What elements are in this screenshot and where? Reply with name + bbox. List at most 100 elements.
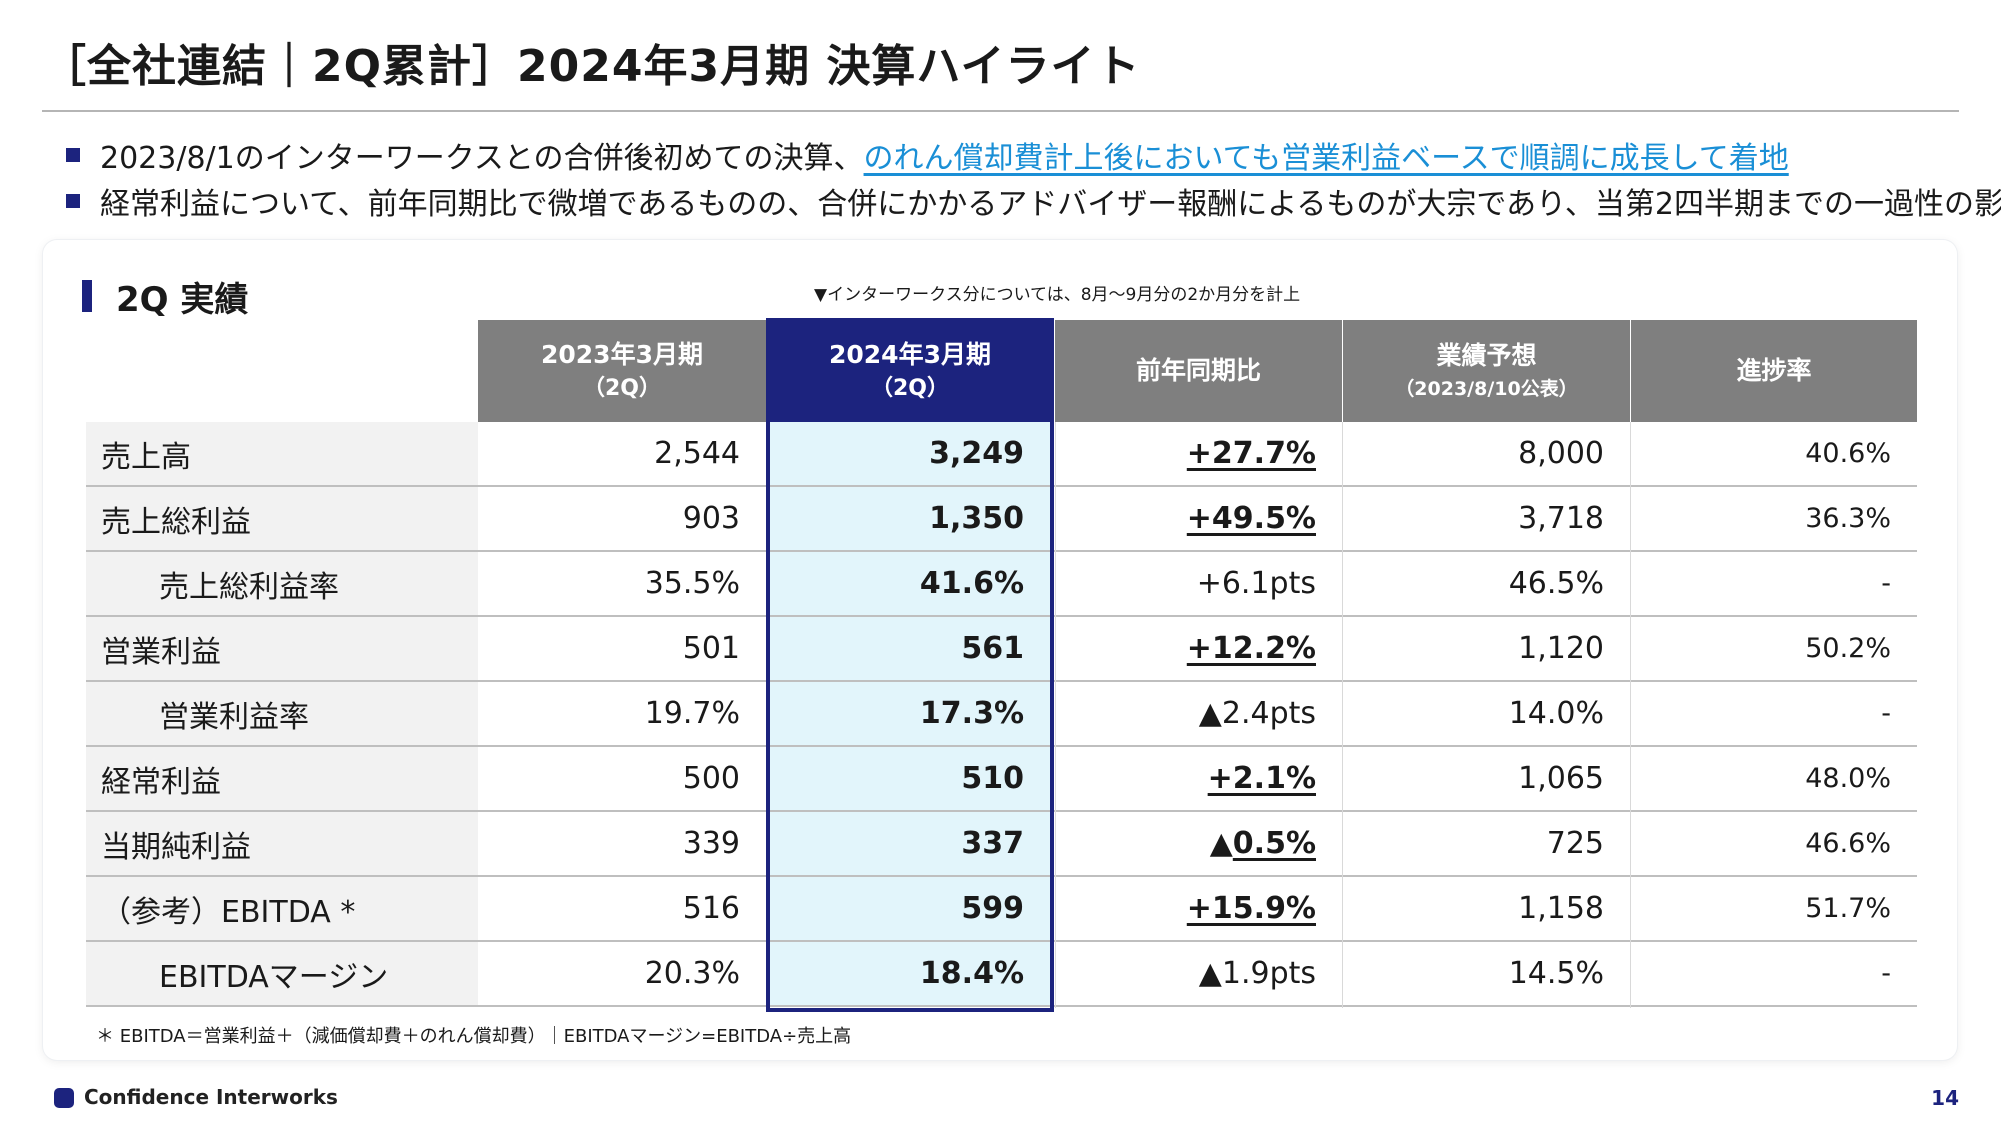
- header-forecast: 業績予想 （2023/8/10公表）: [1343, 320, 1630, 422]
- header-prev-year: 2023年3月期 （2Q）: [478, 320, 766, 422]
- bullet-2: 経常利益について、前年同期比で微増であるものの、合併にかかるアドバイザー報酬によ…: [66, 178, 2001, 224]
- company-logo-icon: [54, 1088, 74, 1108]
- title-divider: [42, 110, 1959, 112]
- company-name: Confidence Interworks: [84, 1085, 338, 1109]
- yoy-value-text: 0.5%: [1232, 826, 1316, 861]
- table-note: ▼インターワークス分については、8月～9月分の2か月分を計上: [814, 285, 1301, 305]
- prev-year-value: 19.7%: [644, 696, 740, 731]
- bullet-1-text: 2023/8/1のインターワークスとの合併後初めての決算、: [100, 141, 864, 176]
- yoy-value: ▲ 0.5%: [1054, 812, 1342, 875]
- prev-year-value: 35.5%: [644, 566, 740, 601]
- header-forecast-label: 業績予想: [1436, 341, 1537, 370]
- forecast-value: 3,718: [1518, 501, 1604, 536]
- yoy-value: ▲1.9pts: [1198, 956, 1316, 991]
- yoy-value: ▲2.4pts: [1198, 696, 1316, 731]
- yoy-value-text: +2.1%: [1207, 761, 1316, 796]
- row-label: 売上総利益率: [86, 552, 478, 615]
- header-progress: 進捗率: [1631, 320, 1917, 422]
- bullet-1: 2023/8/1のインターワークスとの合併後初めての決算、 のれん償却費計上後にお…: [66, 132, 2001, 178]
- row-label: 売上総利益: [86, 487, 478, 550]
- table-row: 営業利益 501 561 +12.2% 1,120 50.2%: [86, 617, 1917, 682]
- header-prev-year-label: 2023年3月期: [541, 340, 703, 369]
- forecast-value: 725: [1546, 826, 1604, 861]
- yoy-value: +2.1%: [1054, 747, 1342, 810]
- row-label: 営業利益率: [86, 682, 478, 745]
- section-marker: [82, 280, 92, 312]
- prev-year-value: 500: [682, 761, 740, 796]
- current-year-value: 561: [766, 617, 1054, 680]
- current-year-value: 337: [766, 812, 1054, 875]
- yoy-value: +15.9%: [1054, 877, 1342, 940]
- progress-value: 51.7%: [1805, 893, 1891, 924]
- progress-value: 46.6%: [1805, 828, 1891, 859]
- prev-year-value: 516: [682, 891, 740, 926]
- current-year-value: 41.6%: [766, 552, 1054, 615]
- square-bullet-icon: [66, 194, 80, 208]
- yoy-triangle-mark: ▲: [1209, 826, 1233, 861]
- header-current-year-label: 2024年3月期: [829, 340, 991, 369]
- page-title: ［全社連結｜2Q累計］2024年3月期 決算ハイライト: [42, 41, 1141, 92]
- row-label: 売上高: [86, 422, 478, 485]
- table-row: 営業利益率 19.7% 17.3% ▲2.4pts 14.0% -: [86, 682, 1917, 747]
- current-year-value: 510: [766, 747, 1054, 810]
- row-label: 営業利益: [86, 617, 478, 680]
- yoy-value: +12.2%: [1054, 617, 1342, 680]
- column-divider: [1342, 422, 1343, 1008]
- progress-value: -: [1881, 698, 1891, 729]
- forecast-value: 14.5%: [1508, 956, 1604, 991]
- table-row: EBITDAマージン 20.3% 18.4% ▲1.9pts 14.5% -: [86, 942, 1917, 1007]
- yoy-value-text: +49.5%: [1186, 501, 1316, 536]
- header-prev-year-sub: （2Q）: [582, 376, 661, 401]
- square-bullet-icon: [66, 148, 80, 162]
- bullet-1-highlight: のれん償却費計上後においても営業利益ベースで順調に成長して着地: [863, 141, 1789, 176]
- header-current-year: 2024年3月期 （2Q）: [766, 320, 1054, 422]
- yoy-value: +6.1pts: [1196, 566, 1316, 601]
- current-year-value: 3,249: [766, 422, 1054, 485]
- header-current-year-sub: （2Q）: [870, 376, 949, 401]
- table-row: 売上総利益 903 1,350 +49.5% 3,718 36.3%: [86, 487, 1917, 552]
- row-label: 経常利益: [86, 747, 478, 810]
- current-year-value: 1,350: [766, 487, 1054, 550]
- footnote: ＊ EBITDA＝営業利益＋（減価償却費＋のれん償却費）｜EBITDAマージン=…: [96, 1026, 852, 1047]
- progress-value: 36.3%: [1805, 503, 1891, 534]
- results-table: 売上高 2,544 3,249 +27.7% 8,000 40.6% 売上総利益…: [86, 422, 1917, 1007]
- column-divider: [1630, 422, 1631, 1008]
- current-year-value: 599: [766, 877, 1054, 940]
- yoy-value: +27.7%: [1054, 422, 1342, 485]
- progress-value: -: [1881, 568, 1891, 599]
- forecast-value: 1,065: [1518, 761, 1604, 796]
- prev-year-value: 339: [682, 826, 740, 861]
- page-number: 14: [1931, 1086, 1959, 1110]
- forecast-value: 8,000: [1518, 436, 1604, 471]
- header-yoy: 前年同期比: [1055, 320, 1342, 422]
- table-row: （参考）EBITDA * 516 599 +15.9% 1,158 51.7%: [86, 877, 1917, 942]
- column-divider: [1055, 422, 1056, 1008]
- progress-value: 40.6%: [1805, 438, 1891, 469]
- yoy-value-text: +27.7%: [1186, 436, 1316, 471]
- yoy-value: +49.5%: [1054, 487, 1342, 550]
- table-row: 売上総利益率 35.5% 41.6% +6.1pts 46.5% -: [86, 552, 1917, 617]
- row-label: EBITDAマージン: [86, 942, 478, 1005]
- forecast-value: 14.0%: [1508, 696, 1604, 731]
- row-label: 当期純利益: [86, 812, 478, 875]
- header-forecast-sub: （2023/8/10公表）: [1395, 378, 1578, 400]
- prev-year-value: 501: [682, 631, 740, 666]
- header-yoy-label: 前年同期比: [1135, 356, 1261, 385]
- yoy-value-text: +15.9%: [1186, 891, 1316, 926]
- summary-bullets: 2023/8/1のインターワークスとの合併後初めての決算、 のれん償却費計上後にお…: [66, 132, 2001, 224]
- forecast-value: 1,158: [1518, 891, 1604, 926]
- bullet-2-text: 経常利益について、前年同期比で微増であるものの、合併にかかるアドバイザー報酬によ…: [100, 187, 2001, 222]
- prev-year-value: 2,544: [654, 436, 740, 471]
- progress-value: 48.0%: [1805, 763, 1891, 794]
- forecast-value: 1,120: [1518, 631, 1604, 666]
- table-row: 当期純利益 339 337 ▲ 0.5% 725 46.6%: [86, 812, 1917, 877]
- section-title: 2Q 実績: [116, 280, 249, 320]
- progress-value: -: [1881, 958, 1891, 989]
- current-year-value: 18.4%: [766, 942, 1054, 1005]
- forecast-value: 46.5%: [1508, 566, 1604, 601]
- prev-year-value: 903: [682, 501, 740, 536]
- progress-value: 50.2%: [1805, 633, 1891, 664]
- table-row: 経常利益 500 510 +2.1% 1,065 48.0%: [86, 747, 1917, 812]
- yoy-value-text: +12.2%: [1186, 631, 1316, 666]
- current-year-value: 17.3%: [766, 682, 1054, 745]
